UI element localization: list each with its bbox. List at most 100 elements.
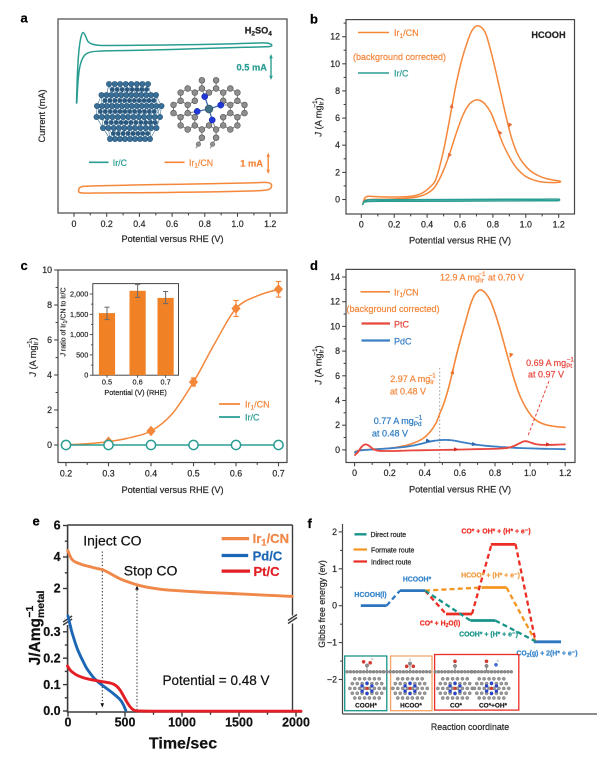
svg-text:4: 4	[47, 370, 52, 380]
svg-text:0.5: 0.5	[187, 469, 199, 479]
svg-text:d: d	[310, 258, 318, 273]
svg-text:6: 6	[335, 113, 340, 123]
svg-text:0.3: 0.3	[102, 469, 114, 479]
svg-text:Ir/C: Ir/C	[113, 158, 128, 168]
svg-text:CO* + OH* + (H* + e⁻): CO* + OH* + (H* + e⁻)	[461, 529, 530, 536]
svg-text:HCOO* + (H* + e⁻): HCOO* + (H* + e⁻)	[461, 573, 520, 580]
svg-text:0.4: 0.4	[145, 469, 157, 479]
svg-text:at 0.97 V: at 0.97 V	[528, 370, 564, 380]
svg-text:Stop CO: Stop CO	[124, 563, 178, 579]
svg-text:Ir1/CN: Ir1/CN	[189, 158, 213, 170]
svg-text:0.5: 0.5	[102, 378, 112, 387]
svg-text:6: 6	[54, 519, 61, 533]
svg-text:COOH*: COOH*	[355, 703, 377, 710]
svg-text:14: 14	[330, 272, 340, 282]
svg-text:0.2: 0.2	[60, 469, 72, 479]
svg-text:Gibbs free energy (ev): Gibbs free energy (ev)	[317, 560, 327, 648]
svg-text:0: 0	[352, 468, 357, 478]
svg-text:0.2: 0.2	[384, 468, 396, 478]
svg-text:1.2: 1.2	[264, 219, 276, 229]
svg-text:Potential versus RHE (V): Potential versus RHE (V)	[409, 485, 511, 495]
svg-text:Ir1/CN: Ir1/CN	[253, 531, 289, 548]
svg-text:J/Amgmetal−1: J/Amgmetal−1	[24, 591, 47, 666]
svg-text:J ratio of Ir1/CN to Ir/C: J ratio of Ir1/CN to Ir/C	[61, 287, 69, 357]
svg-text:e: e	[33, 514, 40, 529]
svg-text:a: a	[21, 11, 29, 26]
svg-text:12: 12	[330, 32, 340, 42]
svg-text:CO*: CO*	[450, 703, 463, 710]
svg-text:0.6: 0.6	[454, 220, 466, 230]
svg-text:0.6: 0.6	[454, 468, 466, 478]
svg-text:500: 500	[115, 716, 136, 730]
svg-text:HCOOH: HCOOH	[531, 30, 566, 40]
svg-text:2: 2	[335, 420, 340, 430]
svg-text:0.8: 0.8	[489, 468, 501, 478]
svg-text:0.77 A mgPd−1: 0.77 A mgPd−1	[374, 415, 423, 428]
svg-text:8: 8	[335, 86, 340, 96]
svg-text:0.6: 0.6	[133, 378, 143, 387]
svg-text:CO*+OH*: CO*+OH*	[479, 703, 507, 710]
svg-text:1.0: 1.0	[520, 220, 532, 230]
svg-text:4: 4	[335, 396, 340, 406]
svg-text:1 mA: 1 mA	[240, 158, 263, 168]
svg-text:Formate route: Formate route	[371, 548, 414, 555]
svg-text:Ir/C: Ir/C	[394, 69, 409, 79]
svg-text:c: c	[21, 258, 28, 273]
svg-text:at 0.48 V: at 0.48 V	[390, 387, 426, 397]
svg-text:Potential (V) (RHE): Potential (V) (RHE)	[104, 388, 166, 397]
svg-text:COOH* + (H* + e⁻): COOH* + (H* + e⁻)	[459, 632, 518, 639]
svg-text:4: 4	[335, 140, 340, 150]
svg-text:10: 10	[330, 321, 340, 331]
svg-text:1500: 1500	[225, 716, 253, 730]
svg-text:0.3: 0.3	[43, 625, 60, 639]
svg-text:6: 6	[47, 335, 52, 345]
svg-text:Potential versus RHE (V): Potential versus RHE (V)	[409, 236, 511, 246]
svg-text:1.2: 1.2	[553, 220, 565, 230]
svg-text:0.1: 0.1	[43, 678, 60, 692]
svg-text:0.5 mA: 0.5 mA	[237, 63, 268, 73]
svg-text:0: 0	[332, 601, 337, 611]
svg-text:−2: −2	[327, 675, 337, 685]
svg-text:1,500: 1,500	[70, 310, 88, 319]
svg-text:J (A mgIr−1): J (A mgIr−1)	[27, 337, 40, 377]
svg-text:2: 2	[332, 527, 337, 537]
svg-text:2: 2	[54, 582, 61, 596]
svg-text:0.69 A mgPt−1: 0.69 A mgPt−1	[526, 357, 574, 370]
svg-text:0.0: 0.0	[43, 704, 60, 718]
svg-text:CO2(g) + 2(H* + e⁻): CO2(g) + 2(H* + e⁻)	[516, 651, 577, 659]
svg-text:0: 0	[47, 440, 52, 450]
svg-text:0.6: 0.6	[230, 469, 242, 479]
svg-text:0.8: 0.8	[199, 219, 211, 229]
svg-text:12: 12	[330, 297, 340, 307]
svg-text:4: 4	[54, 550, 61, 564]
svg-text:PtC: PtC	[394, 320, 410, 330]
svg-text:0.2: 0.2	[101, 219, 113, 229]
svg-text:Indirect route: Indirect route	[371, 560, 411, 567]
svg-text:Inject CO: Inject CO	[83, 533, 141, 549]
svg-text:0.8: 0.8	[487, 220, 499, 230]
svg-text:2: 2	[47, 405, 52, 415]
svg-text:0: 0	[65, 716, 72, 730]
svg-text:HCOOH*: HCOOH*	[403, 577, 432, 584]
svg-text:Pd/C: Pd/C	[253, 548, 283, 563]
svg-text:PdC: PdC	[394, 336, 412, 346]
svg-text:0: 0	[72, 219, 77, 229]
svg-text:H2SO4: H2SO4	[245, 26, 273, 38]
svg-text:Ir1/CN: Ir1/CN	[245, 400, 270, 412]
svg-text:1: 1	[332, 564, 337, 574]
svg-text:0.4: 0.4	[421, 220, 433, 230]
svg-text:2: 2	[335, 167, 340, 177]
svg-text:0: 0	[359, 220, 364, 230]
svg-text:Direct route: Direct route	[371, 532, 407, 539]
svg-text:−1: −1	[327, 638, 337, 648]
svg-text:0.4: 0.4	[419, 468, 431, 478]
svg-text:HCOOH(l): HCOOH(l)	[354, 592, 386, 599]
svg-text:Reaction coordinate: Reaction coordinate	[431, 722, 509, 732]
svg-text:8: 8	[47, 300, 52, 310]
svg-text:CO* + H2O(l): CO* + H2O(l)	[420, 621, 461, 629]
svg-text:2000: 2000	[282, 716, 310, 730]
svg-text:1,000: 1,000	[70, 330, 88, 339]
svg-text:Potential versus RHE (V): Potential versus RHE (V)	[121, 234, 223, 244]
svg-text:f: f	[308, 516, 313, 531]
svg-text:at 0.48 V: at 0.48 V	[372, 429, 408, 439]
